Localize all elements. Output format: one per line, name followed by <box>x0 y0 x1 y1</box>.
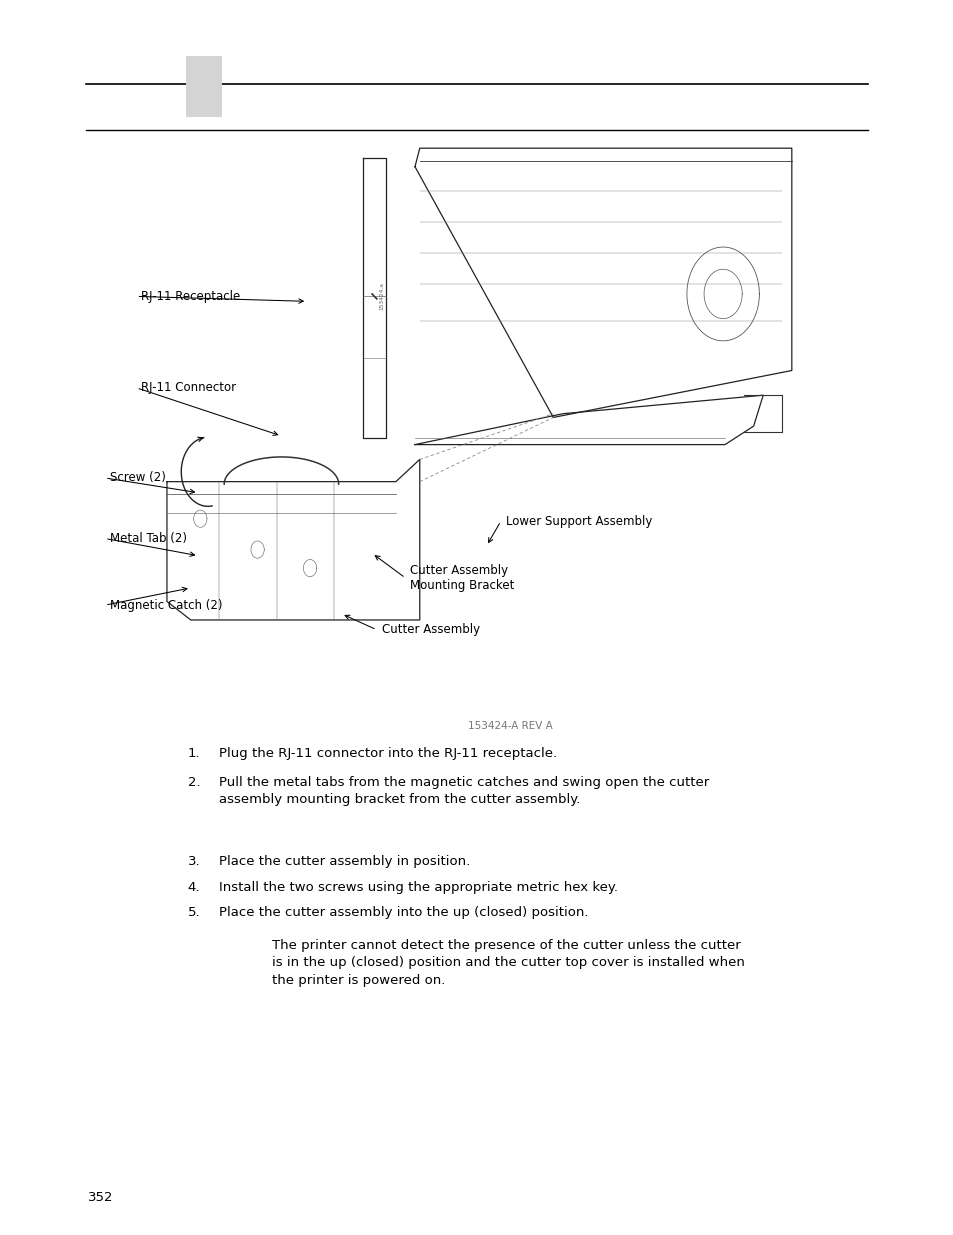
Bar <box>186 56 222 117</box>
Text: Install the two screws using the appropriate metric hex key.: Install the two screws using the appropr… <box>219 881 618 894</box>
Text: Cutter Assembly
Mounting Bracket: Cutter Assembly Mounting Bracket <box>410 564 514 592</box>
Text: The printer cannot detect the presence of the cutter unless the cutter
is in the: The printer cannot detect the presence o… <box>272 939 744 987</box>
Text: 1.: 1. <box>188 747 200 761</box>
Text: Plug the RJ-11 connector into the RJ-11 receptacle.: Plug the RJ-11 connector into the RJ-11 … <box>219 747 557 761</box>
Text: 153424.a: 153424.a <box>378 283 384 310</box>
Text: 4.: 4. <box>188 881 200 894</box>
Text: Pull the metal tabs from the magnetic catches and swing open the cutter
assembly: Pull the metal tabs from the magnetic ca… <box>219 776 709 806</box>
Text: Magnetic Catch (2): Magnetic Catch (2) <box>110 599 222 611</box>
Text: Place the cutter assembly into the up (closed) position.: Place the cutter assembly into the up (c… <box>219 906 588 920</box>
Text: Cutter Assembly: Cutter Assembly <box>381 624 479 636</box>
Text: Screw (2): Screw (2) <box>110 472 166 484</box>
Text: RJ-11 Receptacle: RJ-11 Receptacle <box>141 290 240 303</box>
Text: RJ-11 Connector: RJ-11 Connector <box>141 382 236 394</box>
Text: Place the cutter assembly in position.: Place the cutter assembly in position. <box>219 855 470 868</box>
Text: Metal Tab (2): Metal Tab (2) <box>110 532 187 545</box>
Text: 352: 352 <box>88 1191 113 1204</box>
Text: 2.: 2. <box>188 776 200 789</box>
Text: 153424-A REV A: 153424-A REV A <box>468 721 552 731</box>
Text: 5.: 5. <box>188 906 200 920</box>
Text: Lower Support Assembly: Lower Support Assembly <box>505 515 651 527</box>
Text: 3.: 3. <box>188 855 200 868</box>
